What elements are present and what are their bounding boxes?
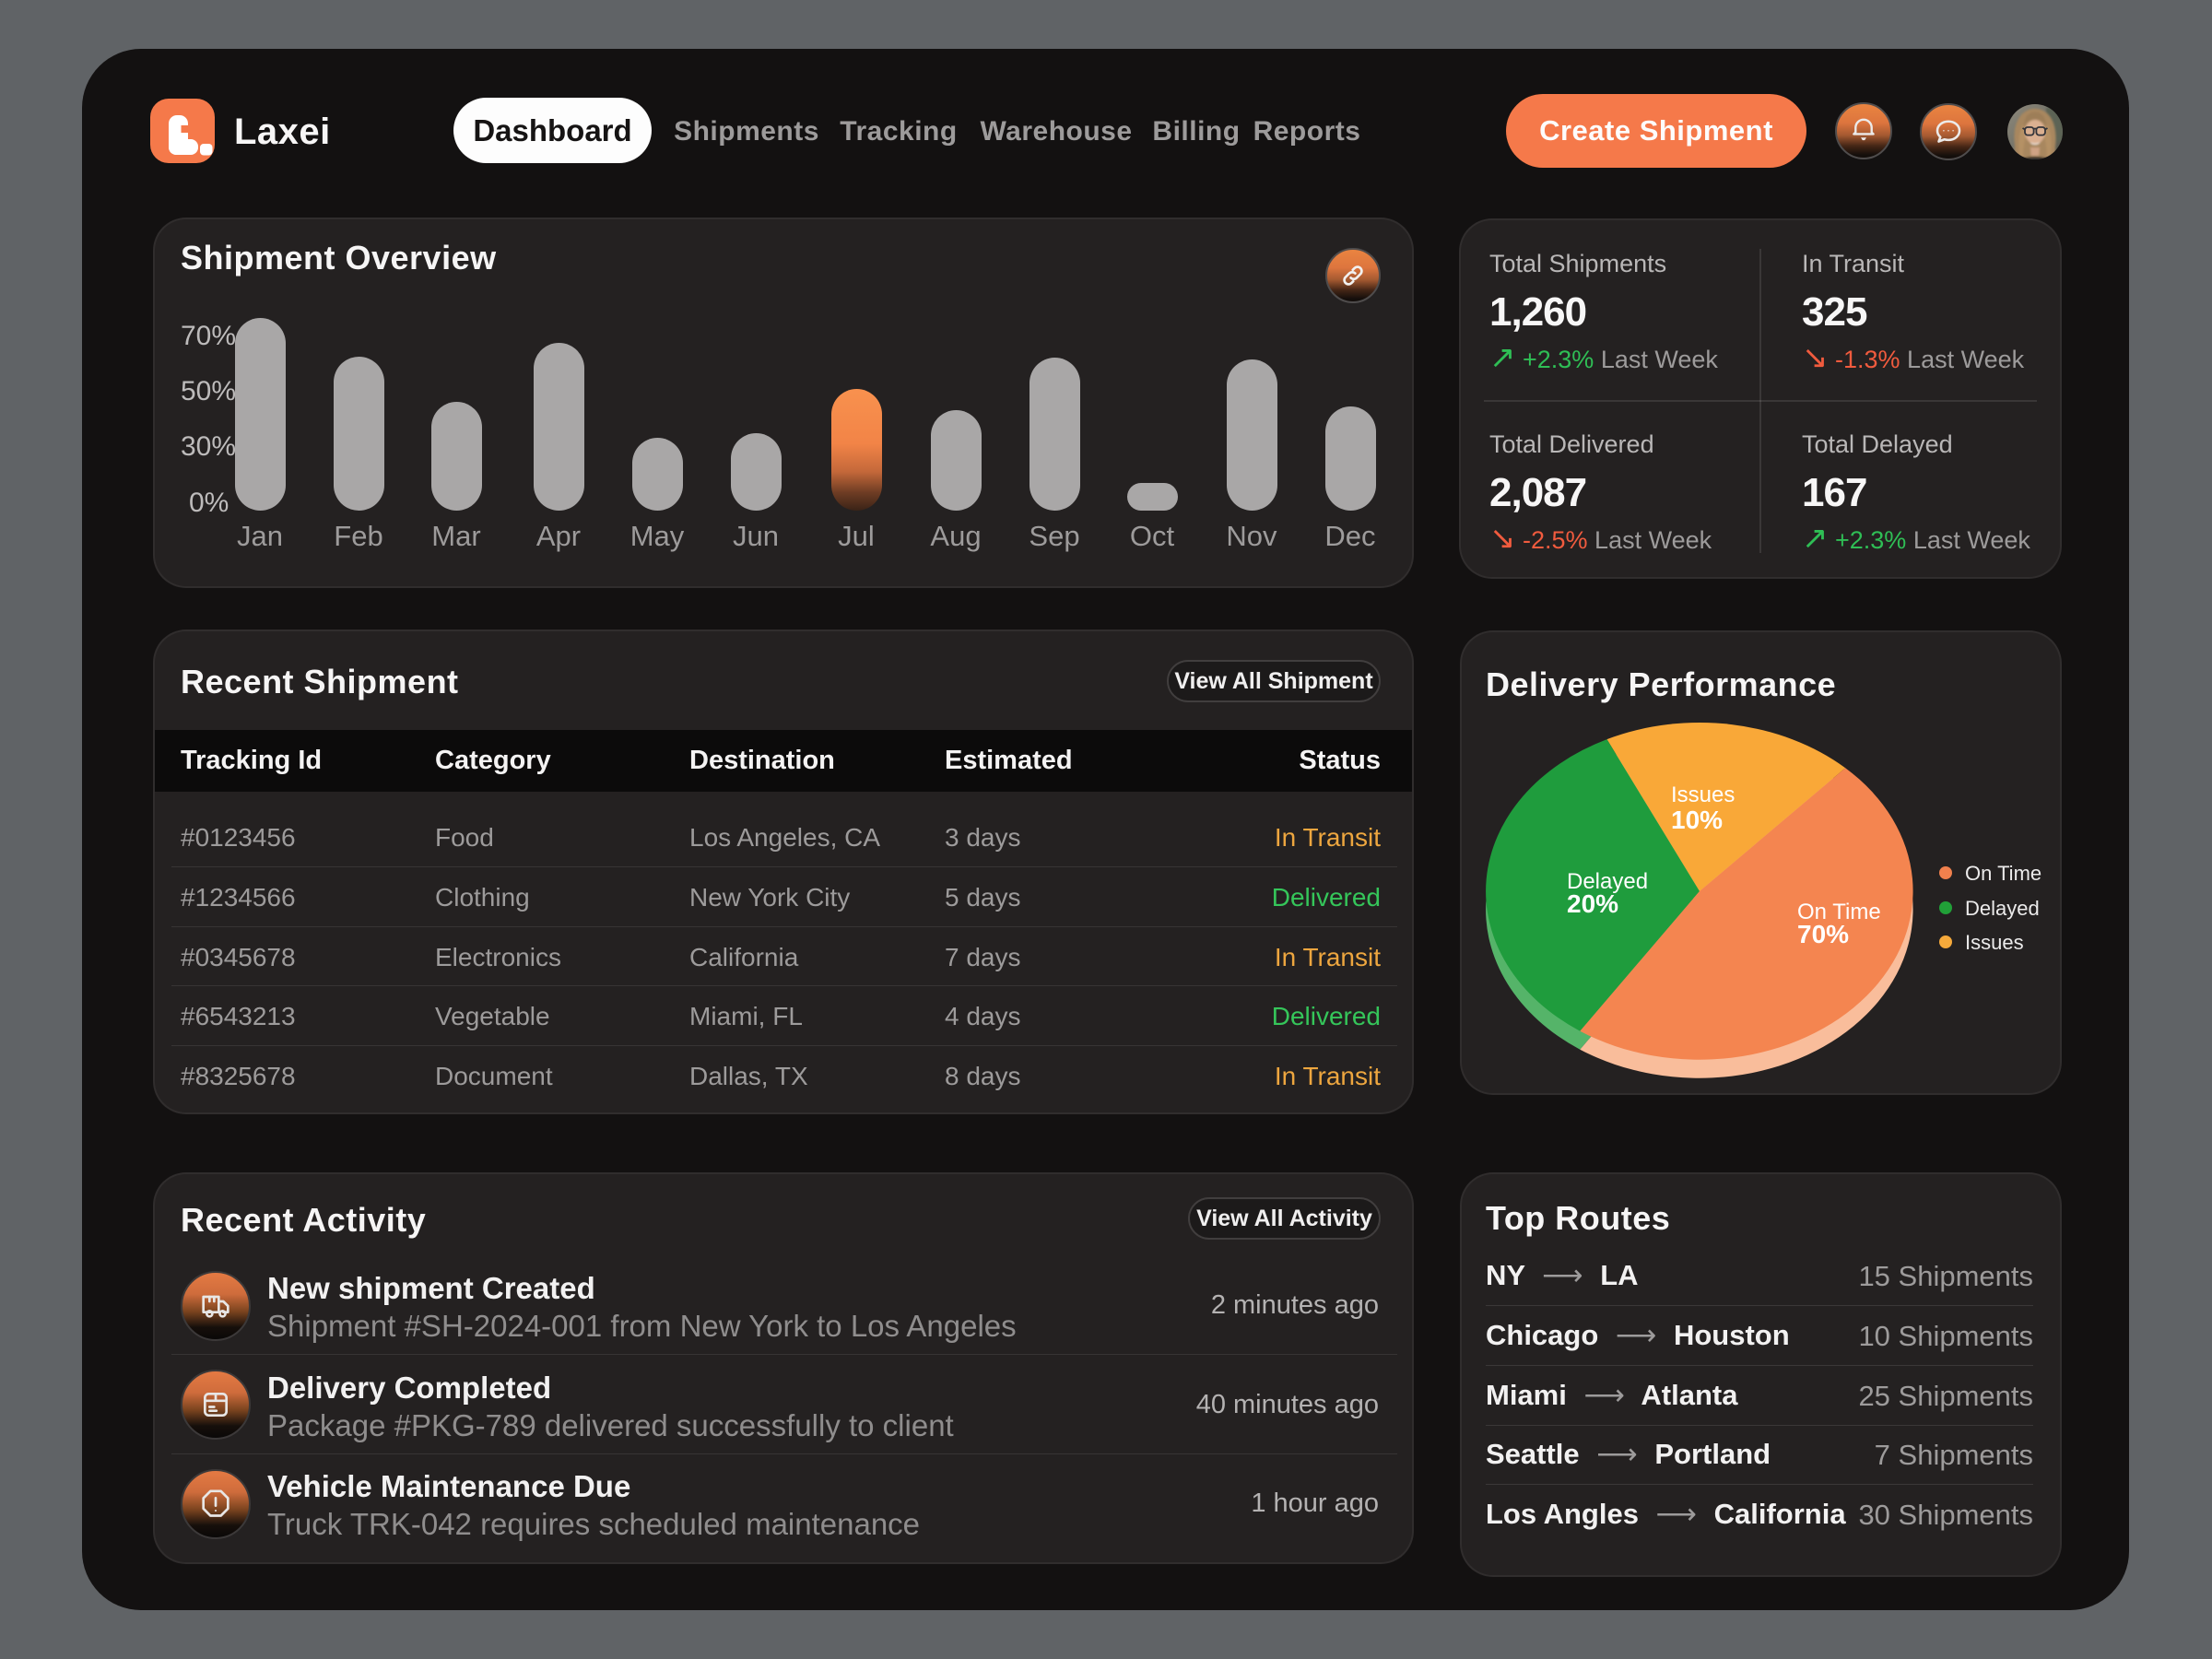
svg-text:On Time: On Time (1797, 900, 1881, 924)
svg-text:On Time: On Time (1965, 862, 2041, 885)
svg-text:10%: 10% (1671, 806, 1723, 834)
svg-text:Delayed: Delayed (1567, 869, 1648, 894)
svg-text:70%: 70% (1797, 920, 1849, 948)
svg-text:20%: 20% (1567, 889, 1618, 918)
svg-text:Issues: Issues (1671, 782, 1735, 807)
svg-text:Delayed: Delayed (1965, 897, 2040, 920)
svg-text:Issues: Issues (1965, 931, 2024, 954)
